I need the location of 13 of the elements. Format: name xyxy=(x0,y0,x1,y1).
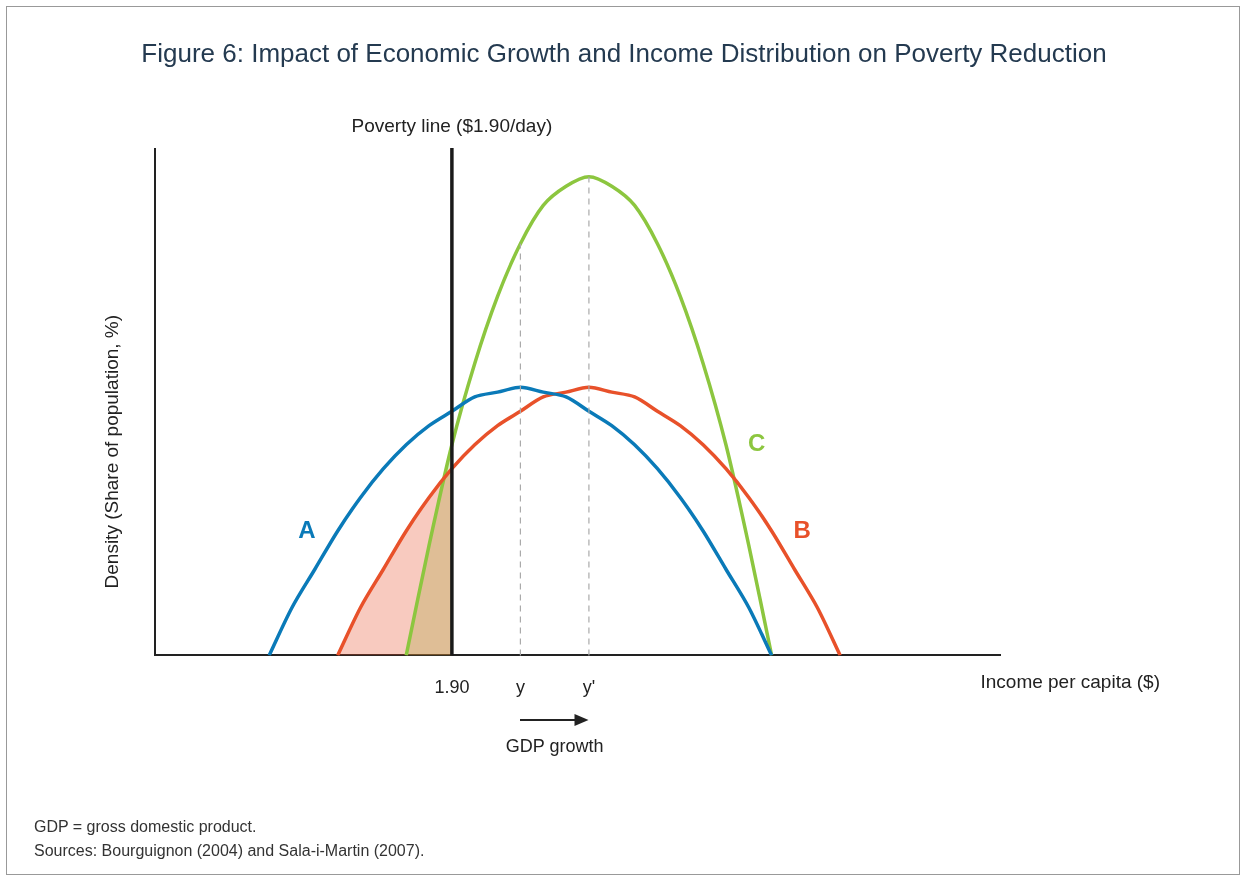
x-axis-title: Income per capita ($) xyxy=(980,671,1160,693)
x-tick-label: 1.90 xyxy=(434,677,470,698)
series-label: A xyxy=(298,515,316,543)
chart-title: Figure 6: Impact of Economic Growth and Income Distribution on Poverty Reduction xyxy=(140,38,1108,69)
ref-line-label: Poverty line ($1.90/day) xyxy=(351,114,553,136)
series-label: B xyxy=(793,515,811,543)
x-tick-label: y' xyxy=(582,677,596,698)
x-tick-label: y xyxy=(515,677,525,698)
series-label: C xyxy=(747,429,766,457)
source-note: Sources: Bourguignon (2004) and Sala-i-Martin (2007). xyxy=(34,842,425,859)
text: GDP growth xyxy=(505,736,604,758)
text: GDP = gross domestic product. xyxy=(34,818,257,835)
y-axis-title: Density (Share of population, %) xyxy=(101,314,123,589)
